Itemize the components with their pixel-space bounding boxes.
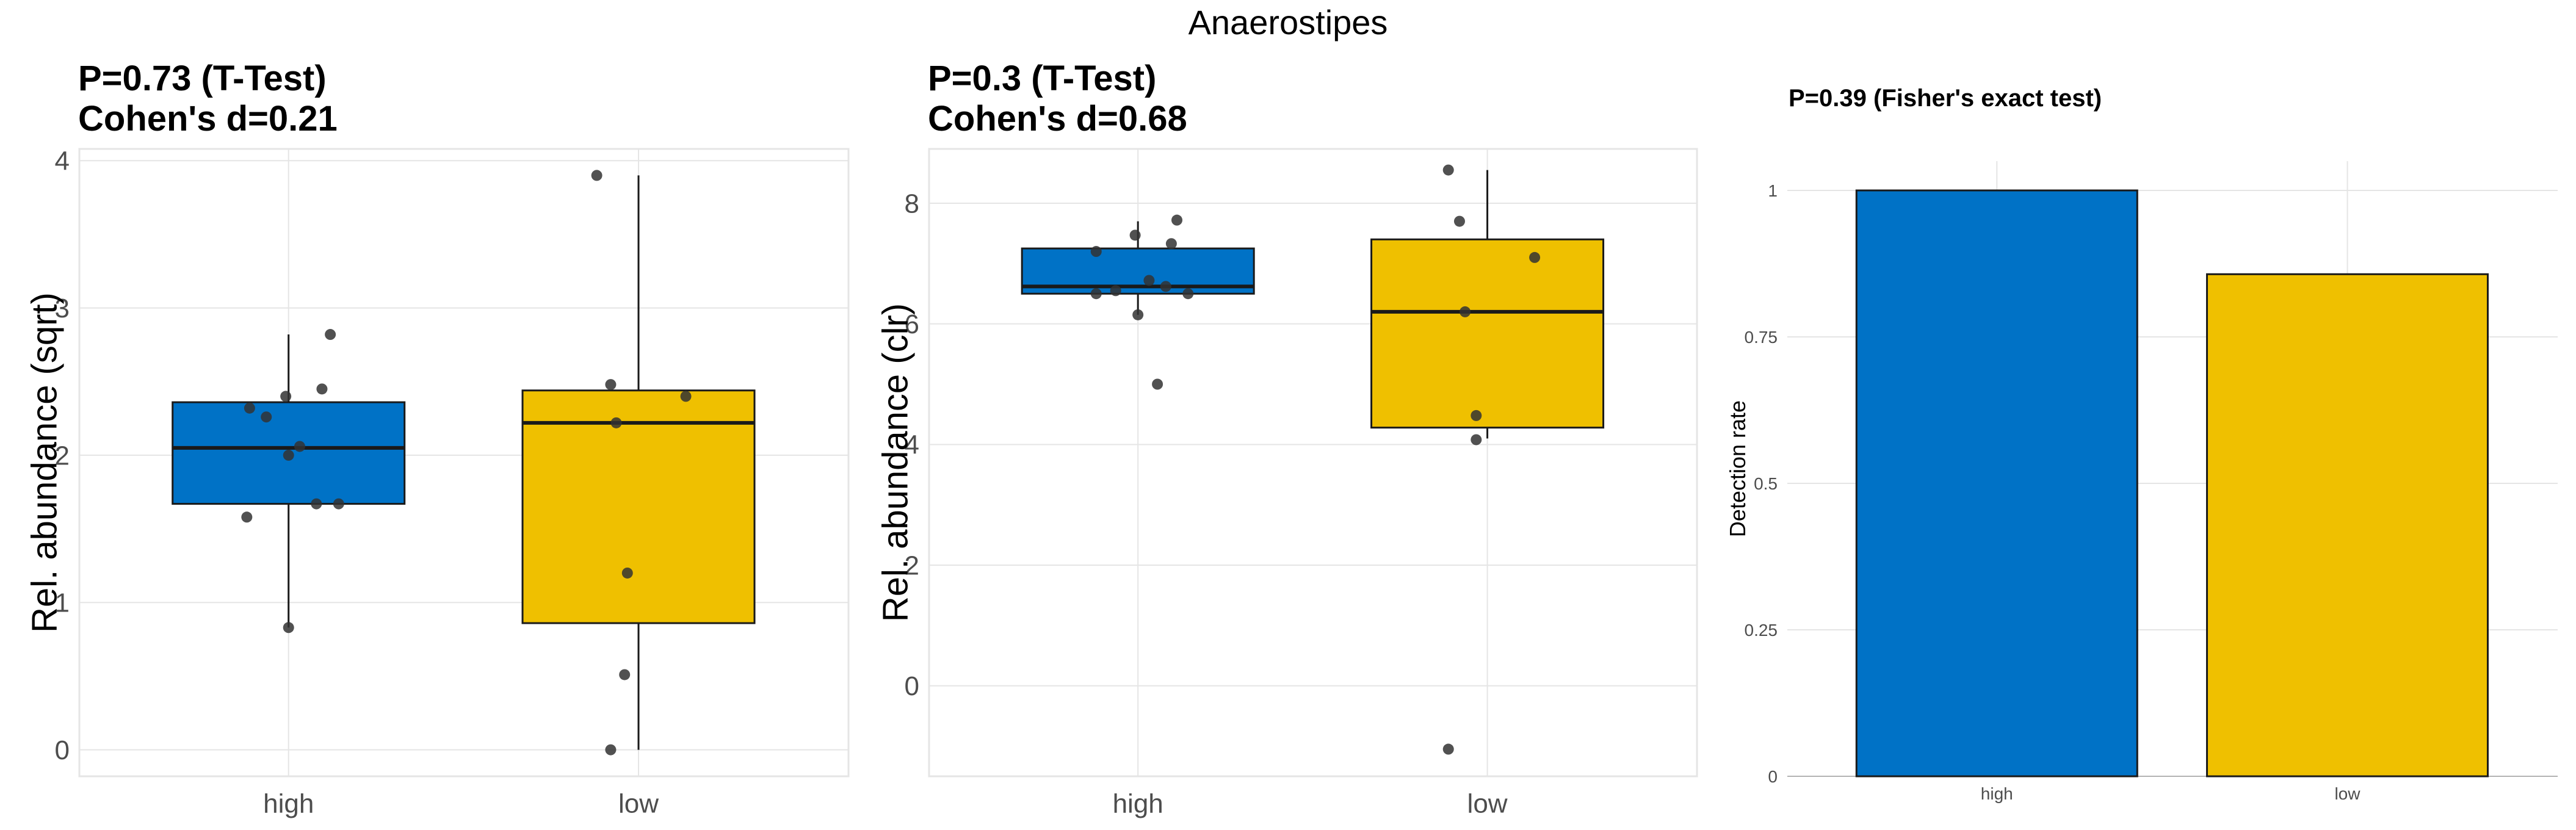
x-tick-label: high xyxy=(263,789,314,818)
data-point xyxy=(1471,410,1482,421)
data-point xyxy=(605,744,617,756)
data-point xyxy=(605,379,617,391)
data-point xyxy=(1442,743,1454,755)
panel-title-line: P=0.3 (T-Test) xyxy=(928,59,1156,98)
data-point xyxy=(1129,229,1141,241)
y-tick-label: 0 xyxy=(1768,767,1778,786)
panel-title-line: P=0.39 (Fisher's exact test) xyxy=(1789,85,2102,112)
data-point xyxy=(610,417,622,428)
y-axis-title: Rel. abundance (clr) xyxy=(876,303,916,622)
panel-title-line: Cohen's d=0.21 xyxy=(78,99,338,139)
data-point xyxy=(283,622,294,633)
data-point xyxy=(241,511,253,523)
data-point xyxy=(316,383,328,395)
x-tick-label: low xyxy=(2334,784,2361,803)
x-tick-label: low xyxy=(1467,789,1508,818)
data-point xyxy=(1171,214,1183,226)
data-point xyxy=(621,567,633,579)
chart-panel-2: 0 2 4 6 8 high low Rel. abundance (clr) P=0.3 (T… xyxy=(876,59,1698,818)
data-point xyxy=(1453,215,1465,227)
data-point xyxy=(294,441,305,452)
data-point xyxy=(1132,309,1144,320)
y-tick-label: 0.75 xyxy=(1745,328,1778,347)
data-point xyxy=(619,669,631,680)
data-point xyxy=(261,411,272,423)
data-point xyxy=(680,391,692,402)
x-tick-label: high xyxy=(1981,784,2013,803)
box-low xyxy=(521,389,756,624)
y-axis-title: Rel. abundance (sqrt) xyxy=(25,292,65,633)
panel-border xyxy=(78,148,850,778)
bar-high xyxy=(1855,189,2138,778)
panel-border xyxy=(928,148,1698,778)
data-point xyxy=(280,391,292,402)
chart-panel-3: 0 0.25 0.5 0.75 1 high low Detection rate P=0.39… xyxy=(1725,85,2558,803)
y-tick-label: 1 xyxy=(1768,181,1778,200)
panel-title-line: Cohen's d=0.68 xyxy=(928,99,1187,139)
y-tick-label: 2 xyxy=(905,550,919,580)
data-point xyxy=(1182,288,1194,300)
data-point xyxy=(283,449,294,461)
data-point xyxy=(591,170,602,181)
data-point xyxy=(1442,164,1454,176)
panel-title-line: P=0.73 (T-Test) xyxy=(78,59,327,98)
y-tick-label: 3 xyxy=(55,294,70,323)
box-low xyxy=(1370,238,1605,429)
data-point xyxy=(1090,246,1102,258)
data-point xyxy=(1160,281,1171,292)
data-point xyxy=(1460,306,1471,317)
y-tick-label: 0 xyxy=(905,671,919,701)
y-tick-label: 0.25 xyxy=(1745,621,1778,640)
y-tick-label: 4 xyxy=(55,146,70,176)
y-tick-label: 0.5 xyxy=(1754,474,1778,493)
data-point xyxy=(1143,275,1155,286)
y-tick-label: 0 xyxy=(55,735,70,765)
chart-panel-1: 0 1 2 3 4 high low Rel. abundance (sqrt) P=0.73 … xyxy=(25,59,850,818)
y-tick-label: 1 xyxy=(55,588,70,618)
data-point xyxy=(244,402,255,414)
y-axis-title: Detection rate xyxy=(1725,400,1750,537)
y-tick-label: 4 xyxy=(905,430,919,460)
data-point xyxy=(1110,285,1121,297)
data-point xyxy=(325,329,336,341)
figure-title: Anaerostipes xyxy=(1189,3,1388,42)
data-point xyxy=(1471,434,1482,446)
bar-low xyxy=(2205,273,2489,778)
x-tick-label: low xyxy=(618,789,659,818)
data-point xyxy=(1165,238,1177,250)
data-point xyxy=(311,498,322,510)
data-point xyxy=(1090,288,1102,300)
data-point xyxy=(333,498,344,510)
x-tick-label: high xyxy=(1113,789,1163,818)
y-tick-label: 8 xyxy=(905,189,919,218)
data-point xyxy=(1152,378,1163,390)
y-tick-label: 6 xyxy=(905,309,919,339)
panels: 0 1 2 3 4 high low Rel. abundance (sqrt) P=0.73 … xyxy=(25,59,2558,818)
y-tick-label: 2 xyxy=(55,441,70,471)
data-point xyxy=(1529,251,1541,263)
